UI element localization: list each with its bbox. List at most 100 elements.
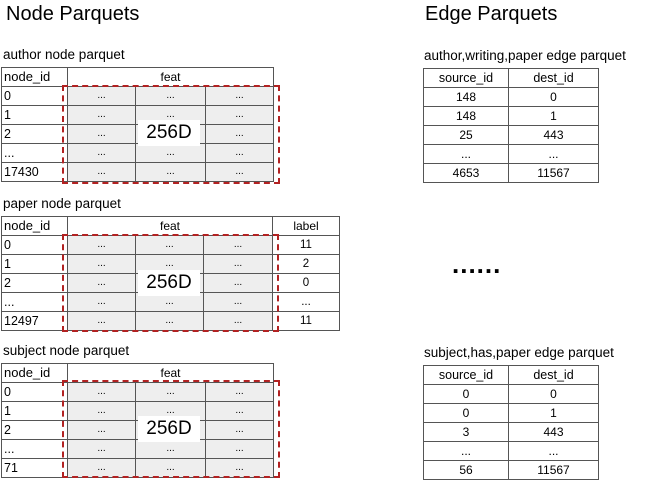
label-header: label xyxy=(272,216,340,236)
feature-cell: ... xyxy=(205,86,274,106)
subject-node-caption: subject node parquet xyxy=(3,343,130,358)
dest-id-header: dest_id xyxy=(508,68,599,88)
node-id-cell: 2 xyxy=(1,420,68,440)
table-row: 71......... xyxy=(1,458,274,478)
feature-cell: ... xyxy=(135,143,206,163)
node-id-cell: ... xyxy=(1,292,68,312)
table-cell: 148 xyxy=(423,87,509,107)
feature-cell: ... xyxy=(135,439,206,459)
feature-cell: ... xyxy=(205,162,274,182)
node-id-cell: 1 xyxy=(1,401,68,421)
feature-cell: ... xyxy=(67,292,136,312)
feat-header: feat xyxy=(67,216,273,236)
source-id-header: source_id xyxy=(423,365,509,385)
feature-cell: ... xyxy=(67,311,136,331)
subject-node-table: node_id feat 0......... 1......... 2....… xyxy=(1,363,274,478)
table-cell: 0 xyxy=(423,384,509,404)
feature-cell: ... xyxy=(135,254,204,274)
feature-cell: ... xyxy=(205,401,274,421)
node-id-cell: 12497 xyxy=(1,311,68,331)
feature-cell: ... xyxy=(67,105,136,125)
author-writing-paper-edge-table: source_id dest_id 148 0 148 1 25 443 ......… xyxy=(423,68,599,183)
feature-cell: ... xyxy=(67,439,136,459)
table-row: 4653 11567 xyxy=(423,163,599,183)
table-cell: 148 xyxy=(423,106,509,126)
author-writing-paper-edge-caption: author,writing,paper edge parquet xyxy=(424,48,626,63)
node-id-cell: 71 xyxy=(1,458,68,478)
table-cell: 11567 xyxy=(508,460,599,480)
label-cell: 2 xyxy=(272,254,340,274)
node-id-cell: ... xyxy=(1,143,68,163)
table-row: ...... xyxy=(423,441,599,461)
label-cell: 0 xyxy=(272,273,340,293)
table-cell: 4653 xyxy=(423,163,509,183)
feature-cell: ... xyxy=(205,382,274,402)
feature-dim-label: 256D xyxy=(138,416,200,442)
node-id-cell: 17430 xyxy=(1,162,68,182)
feature-cell: ... xyxy=(135,382,206,402)
table-row: 56 11567 xyxy=(423,460,599,480)
table-cell: 3 xyxy=(423,422,509,442)
feature-cell: ... xyxy=(205,143,274,163)
table-row: 25 443 xyxy=(423,125,599,145)
feat-header: feat xyxy=(67,363,274,383)
feature-cell: ... xyxy=(205,105,274,125)
table-cell: 11567 xyxy=(508,163,599,183)
table-row: ............ xyxy=(1,439,274,459)
label-cell: ... xyxy=(272,292,340,312)
feature-cell: ... xyxy=(67,124,136,144)
table-cell: 1 xyxy=(508,403,599,423)
feature-dim-label: 256D xyxy=(138,270,200,296)
node-id-header: node_id xyxy=(1,216,68,236)
more-edge-parquets-ellipsis: ...... xyxy=(452,249,502,279)
node-id-cell: 2 xyxy=(1,273,68,293)
feature-cell: ... xyxy=(205,439,274,459)
table-row: ...... xyxy=(423,144,599,164)
table-cell: 443 xyxy=(508,125,599,145)
table-cell: ... xyxy=(423,144,509,164)
table-cell: ... xyxy=(508,441,599,461)
label-cell: 11 xyxy=(272,235,340,255)
table-row: ............... xyxy=(1,292,340,312)
feature-cell: ... xyxy=(67,162,136,182)
feature-cell: ... xyxy=(67,420,136,440)
table-row: ............ xyxy=(1,143,274,163)
subject-has-paper-edge-caption: subject,has,paper edge parquet xyxy=(424,345,614,360)
table-row: 148 0 xyxy=(423,87,599,107)
feature-dim-label: 256D xyxy=(138,120,200,146)
node-id-cell: 0 xyxy=(1,235,68,255)
dest-id-header: dest_id xyxy=(508,365,599,385)
node-parquets-title: Node Parquets xyxy=(6,3,140,25)
feature-cell: ... xyxy=(135,86,206,106)
table-row: 3 443 xyxy=(423,422,599,442)
table-row: 1......... xyxy=(1,401,274,421)
table-cell: 56 xyxy=(423,460,509,480)
feature-cell: ... xyxy=(135,292,204,312)
node-id-cell: ... xyxy=(1,439,68,459)
author-node-caption: author node parquet xyxy=(3,47,125,62)
feature-cell: ... xyxy=(67,254,136,274)
table-row: 148 1 xyxy=(423,106,599,126)
table-cell: 0 xyxy=(508,87,599,107)
table-cell: 25 xyxy=(423,125,509,145)
table-cell: ... xyxy=(508,144,599,164)
node-id-cell: 1 xyxy=(1,254,68,274)
table-cell: 0 xyxy=(423,403,509,423)
feature-cell: ... xyxy=(135,311,204,331)
feature-cell: ... xyxy=(203,292,273,312)
table-row: 0......... xyxy=(1,86,274,106)
feature-cell: ... xyxy=(203,273,273,293)
feature-cell: ... xyxy=(203,235,273,255)
feature-cell: ... xyxy=(205,124,274,144)
feature-cell: ... xyxy=(135,235,204,255)
node-id-cell: 2 xyxy=(1,124,68,144)
table-cell: 443 xyxy=(508,422,599,442)
table-cell: 0 xyxy=(508,384,599,404)
table-cell: ... xyxy=(423,441,509,461)
table-row: 0......... xyxy=(1,382,274,402)
author-node-table: node_id feat 0......... 1......... 2....… xyxy=(1,67,274,182)
node-id-cell: 0 xyxy=(1,86,68,106)
